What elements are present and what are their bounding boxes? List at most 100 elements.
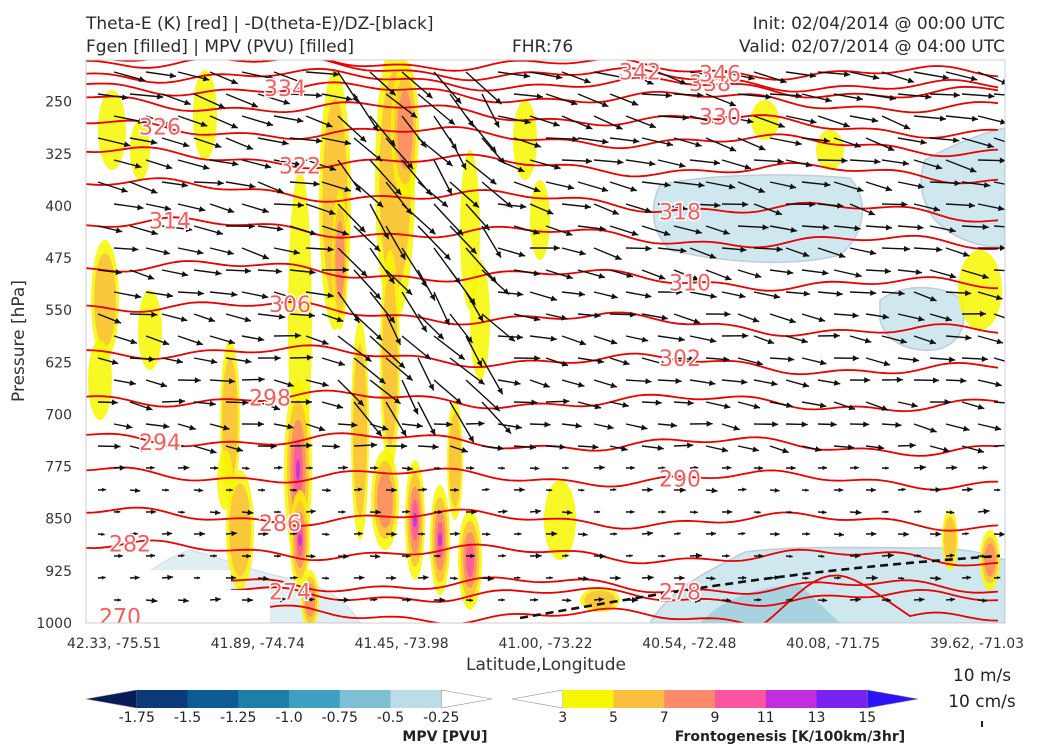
wind-vector [865,574,878,581]
wind-vector [673,92,704,99]
wind-vector [769,181,797,190]
wind-vector [545,136,579,143]
wind-vector [641,530,654,537]
wind-vector [337,115,367,143]
wind-vector [769,137,802,147]
wind-vector [353,575,365,581]
wind-vector [737,575,747,580]
wind-vector [1010,114,1040,120]
wind-vector [161,357,184,365]
wind-vector [385,401,407,437]
wind-vector [385,531,397,537]
wind-vector [625,71,654,85]
wind-vector [753,379,778,387]
x-tick-label: 40.54, -72.48 [642,636,736,652]
wind-vector [161,269,189,278]
wind-vector [625,115,657,129]
wind-vector [929,399,951,406]
wind-vector [817,202,844,209]
wind-vector [97,443,121,450]
wind-vector [353,442,378,449]
wind-vector [705,311,731,318]
wind-vector [305,553,316,559]
wind-vector [817,554,825,558]
wind-vector [529,159,561,170]
x-tick-label: 40.08, -71.75 [786,636,880,652]
wind-vector [193,576,201,580]
theta-e-contour-label: 306 [269,293,311,318]
wind-vector [561,290,586,297]
wind-vector [353,137,383,162]
wind-vector [401,597,412,603]
wind-vector [945,553,955,558]
wind-vector [801,488,809,492]
wind-vector [817,332,840,339]
wind-vector [753,553,764,559]
wind-vector [897,137,927,145]
wind-vector [193,137,222,149]
x-tick-label: 41.89, -74.74 [211,636,305,652]
wind-vector [865,444,885,451]
wind-vector [401,379,419,415]
wind-vector [257,443,277,450]
wind-vector [977,291,1003,301]
wind-vector [209,203,235,214]
wind-vector [897,269,923,276]
wind-vector [289,180,320,187]
wind-vector [337,335,372,363]
wind-vector [321,576,330,580]
wind-vector [433,71,462,105]
wind-vector [657,466,666,470]
wind-vector [529,552,542,559]
mpv-colorbar-tick: -0.25 [423,710,459,726]
wind-vector [785,554,793,558]
wind-vector [177,335,204,346]
wind-vector [817,157,848,164]
wind-vector [449,445,469,453]
wind-vector [721,201,749,208]
theta-e-contour-label: 318 [659,200,701,225]
wind-vector [753,246,783,253]
wind-vector [113,464,126,471]
fgen-colorbar-tick: 9 [711,710,720,726]
wind-vector [417,443,439,450]
mpv-colorbar-swatch [440,689,493,709]
wind-vector [497,247,526,258]
wind-vector [481,575,494,582]
wind-vector [97,269,122,276]
theta-e-contour [86,216,999,251]
wind-vector [257,531,269,537]
wind-vector [257,137,289,146]
wind-vector [273,115,304,124]
wind-vector [449,357,485,386]
wind-vector [945,597,956,602]
wind-vector [721,598,732,603]
dashed-contour [519,554,1001,620]
wind-vector [753,115,785,128]
wind-vector [1010,72,1042,81]
wind-vector [753,421,779,428]
wind-vector [513,225,540,235]
wind-vector [1010,336,1035,346]
terrain-mask [86,570,231,623]
wind-vector [209,159,239,167]
theta-e-contour [86,572,999,595]
wind-vector [529,597,539,602]
wind-vector [577,137,609,145]
wind-vector [609,575,621,581]
wind-vector [305,379,329,388]
theta-e-contour [86,146,999,185]
fgen-colorbar-tick: 13 [808,710,826,726]
wind-vector [529,465,540,471]
wind-vector [449,487,459,493]
wind-vector [609,401,629,408]
fgen-colorbar-swatch [866,689,919,709]
wind-vector [833,355,859,362]
fgen-region [193,70,217,160]
wind-vector [97,399,118,406]
wind-vector [1010,554,1017,557]
wind-vector [897,531,909,537]
wind-vector [657,247,687,254]
mpv-colorbar-swatch [390,690,442,708]
wind-vector [689,552,702,559]
